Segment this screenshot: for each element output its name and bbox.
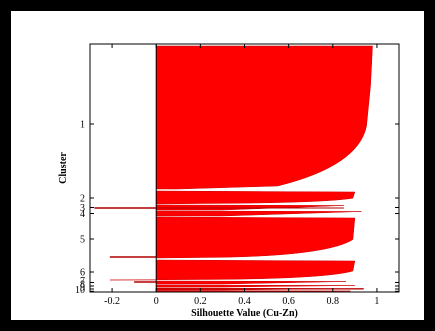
cluster-5-silhouette (155, 216, 356, 259)
y-tick-label: 7 (80, 276, 85, 287)
cluster-4-silhouette (155, 210, 362, 217)
cluster-6-silhouette (109, 259, 356, 281)
y-tick-label: 5 (80, 235, 85, 246)
y-tick-label: 4 (80, 209, 85, 220)
cluster-2-silhouette (155, 190, 356, 205)
y-axis-label: Cluster (58, 152, 69, 184)
x-tick-label: 0 (154, 296, 159, 307)
cluster-7-silhouette (155, 280, 347, 285)
cluster-1-silhouette (155, 45, 373, 190)
y-tick-label: 2 (80, 194, 85, 205)
x-axis-label: Silhouette Value (Cu-Zn) (191, 308, 298, 319)
x-tick-label: 0.8 (327, 296, 340, 307)
x-tick-label: -0.2 (104, 296, 120, 307)
figure-frame: -0.2 0 0.2 0.4 0.6 0.8 1 1 2 3 4 5 6 7 8 9 10 Silhouett… (11, 11, 424, 320)
y-tick-label: 3 (80, 203, 85, 214)
y-tick-label: 6 (80, 268, 85, 279)
y-tick-label: 8 (80, 280, 85, 291)
x-tick-label: 0.2 (194, 296, 207, 307)
x-tick-label: 1 (374, 296, 379, 307)
x-axis-ticks: -0.2 0 0.2 0.4 0.6 0.8 1 (104, 44, 379, 307)
y-tick-label: 10 (75, 285, 85, 296)
cluster-8-silhouette (155, 284, 355, 288)
y-tick-label: 9 (80, 283, 85, 294)
x-tick-label: 0.6 (282, 296, 295, 307)
x-tick-label: 0.4 (238, 296, 251, 307)
silhouette-bars (94, 45, 373, 293)
y-tick-label: 1 (80, 120, 85, 131)
